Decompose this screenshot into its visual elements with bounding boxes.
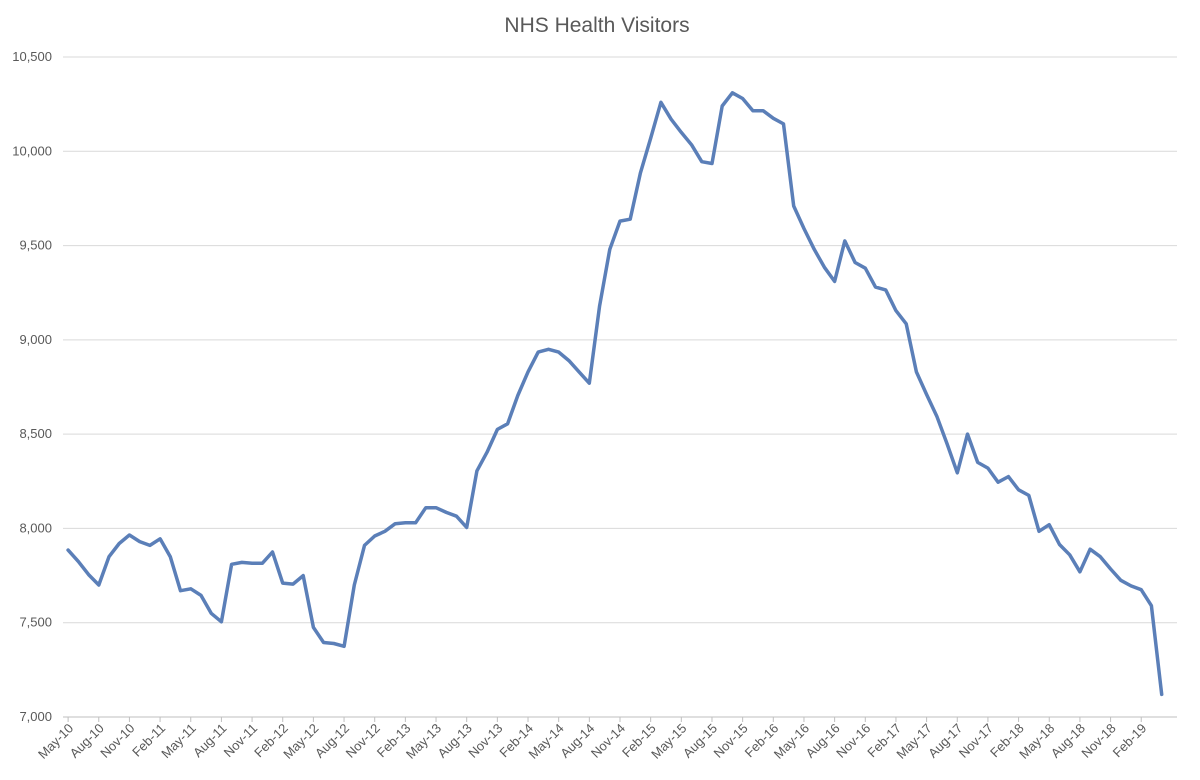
y-tick-label: 10,000 xyxy=(12,143,52,158)
y-tick-label: 7,500 xyxy=(19,615,52,630)
x-tick-label: May-11 xyxy=(158,721,199,762)
series-layer xyxy=(66,91,1164,697)
x-tick-label: Nov-13 xyxy=(465,721,505,761)
x-axis-labels: May-10Aug-10Nov-10Feb-11May-11Aug-11Nov-… xyxy=(35,721,1149,762)
x-tick-label: Aug-11 xyxy=(190,721,230,761)
x-tick-label: May-12 xyxy=(280,721,321,762)
x-tick-label: May-10 xyxy=(35,721,76,762)
chart-title: NHS Health Visitors xyxy=(504,14,689,37)
y-tick-label: 10,500 xyxy=(12,49,52,64)
x-tick-label: Nov-15 xyxy=(711,721,751,761)
x-tick-label: Nov-18 xyxy=(1078,721,1118,761)
y-tick-label: 9,000 xyxy=(19,332,52,347)
gridlines xyxy=(63,56,1177,624)
y-tick-label: 8,000 xyxy=(19,520,52,535)
series-line xyxy=(66,91,1164,697)
x-tick-label: Nov-14 xyxy=(588,721,628,761)
y-tick-label: 9,500 xyxy=(19,238,52,253)
x-tick-label: Nov-12 xyxy=(343,721,383,761)
x-axis xyxy=(63,716,1177,722)
x-tick-label: Feb-19 xyxy=(1110,721,1150,761)
x-tick-label: Nov-17 xyxy=(956,721,996,761)
x-tick-label: Nov-10 xyxy=(97,721,137,761)
y-tick-label: 7,000 xyxy=(19,709,52,724)
x-tick-label: Nov-16 xyxy=(833,721,873,761)
y-axis-labels: 7,000 7,500 8,000 8,500 9,000 9,500 10,000 10,5… xyxy=(12,49,52,724)
y-tick-label: 8,500 xyxy=(19,426,52,441)
